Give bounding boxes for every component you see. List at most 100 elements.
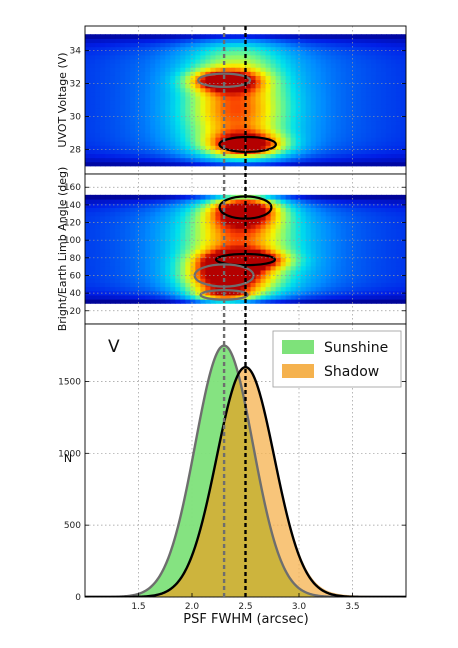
- voltage-heatmap-cell: [395, 38, 402, 44]
- limb-angle-heatmap-cell: [255, 286, 262, 292]
- voltage-heatmap-cell: [255, 157, 262, 163]
- voltage-heatmap-cell: [125, 54, 131, 60]
- limb-angle-heatmap-cell: [190, 236, 196, 242]
- voltage-heatmap-cell: [265, 153, 272, 159]
- voltage-heatmap-cell: [330, 63, 337, 68]
- voltage-heatmap-cell: [180, 75, 186, 81]
- limb-angle-heatmap-cell: [400, 232, 406, 238]
- voltage-heatmap-cell: [165, 149, 171, 155]
- limb-angle-heatmap-cell: [380, 269, 387, 275]
- voltage-heatmap-cell: [120, 161, 126, 167]
- limb-angle-heatmap-cell: [150, 240, 156, 246]
- limb-angle-heatmap-cell: [130, 290, 136, 296]
- limb-angle-heatmap-cell: [200, 224, 206, 229]
- voltage-heatmap-cell: [205, 161, 211, 167]
- limb-angle-heatmap-cell: [130, 228, 136, 233]
- voltage-heatmap-cell: [85, 46, 91, 52]
- voltage-heatmap-cell: [320, 58, 327, 64]
- voltage-heatmap-cell: [255, 153, 262, 159]
- voltage-heatmap-cell: [155, 128, 161, 134]
- limb-angle-heatmap-cell: [180, 240, 186, 246]
- voltage-heatmap-cell: [225, 141, 232, 146]
- voltage-heatmap-cell: [225, 54, 232, 60]
- voltage-heatmap-cell: [115, 120, 121, 126]
- voltage-heatmap-cell: [200, 128, 206, 134]
- limb-angle-heatmap-cell: [160, 282, 166, 288]
- voltage-heatmap-cell: [105, 63, 111, 68]
- voltage-heatmap-cell: [175, 67, 181, 72]
- voltage-heatmap-cell: [245, 116, 252, 122]
- voltage-heatmap-cell: [325, 145, 332, 150]
- voltage-heatmap-cell: [290, 79, 297, 85]
- voltage-heatmap-cell: [370, 91, 377, 97]
- limb-angle-heatmap-cell: [345, 269, 352, 275]
- voltage-heatmap-cell: [155, 79, 161, 85]
- limb-angle-heatmap-cell: [370, 278, 377, 283]
- limb-angle-heatmap-cell: [355, 294, 362, 300]
- limb-angle-heatmap-cell: [315, 299, 322, 304]
- voltage-heatmap-cell: [315, 71, 322, 76]
- voltage-heatmap-cell: [365, 153, 372, 159]
- limb-angle-heatmap-cell: [270, 282, 277, 288]
- limb-angle-heatmap-cell: [265, 274, 272, 279]
- limb-angle-heatmap-cell: [295, 203, 302, 208]
- voltage-heatmap-cell: [160, 120, 166, 126]
- voltage-heatmap-cell: [300, 141, 307, 146]
- limb-angle-heatmap-cell: [175, 286, 181, 292]
- voltage-heatmap-cell: [225, 145, 232, 150]
- limb-angle-heatmap-cell: [85, 274, 91, 279]
- limb-angle-heatmap-cell: [270, 257, 277, 263]
- voltage-heatmap-cell: [190, 157, 196, 163]
- voltage-heatmap-cell: [265, 38, 272, 44]
- limb-angle-heatmap-cell: [285, 228, 292, 233]
- limb-angle-heatmap-cell: [345, 232, 352, 238]
- limb-angle-heatmap-cell: [315, 240, 322, 246]
- voltage-heatmap-cell: [180, 141, 186, 146]
- limb-angle-heatmap-cell: [390, 265, 397, 271]
- limb-angle-heatmap-cell: [135, 211, 141, 217]
- voltage-heatmap-cell: [130, 38, 136, 44]
- limb-angle-heatmap-cell: [160, 207, 166, 213]
- limb-angle-heatmap-cell: [355, 211, 362, 217]
- voltage-heatmap-cell: [365, 120, 372, 126]
- voltage-heatmap-cell: [155, 100, 161, 105]
- voltage-heatmap-cell: [225, 124, 232, 130]
- limb-angle-heatmap-cell: [390, 224, 397, 229]
- limb-angle-heatmap-cell: [325, 207, 332, 213]
- limb-angle-heatmap-cell: [120, 282, 126, 288]
- voltage-heatmap-cell: [215, 112, 222, 118]
- voltage-heatmap-cell: [205, 46, 211, 52]
- limb-angle-heatmap-cell: [325, 203, 332, 208]
- voltage-heatmap-cell: [270, 95, 277, 101]
- limb-angle-heatmap-cell: [340, 290, 347, 296]
- voltage-heatmap-cell: [260, 120, 267, 126]
- voltage-heatmap-cell: [390, 38, 397, 44]
- voltage-heatmap-cell: [120, 38, 126, 44]
- voltage-heatmap-cell: [220, 112, 227, 118]
- voltage-heatmap-cell: [140, 112, 146, 118]
- voltage-heatmap-cell: [255, 100, 262, 105]
- voltage-heatmap-cell: [125, 137, 131, 142]
- voltage-heatmap-cell: [245, 50, 252, 56]
- voltage-heatmap-cell: [170, 153, 176, 159]
- voltage-y-tick-label: 30: [70, 112, 82, 122]
- voltage-heatmap-cell: [240, 63, 247, 68]
- voltage-heatmap-cell: [370, 137, 377, 142]
- voltage-heatmap-cell: [245, 153, 252, 159]
- limb-angle-heatmap-cell: [135, 249, 141, 254]
- voltage-heatmap-cell: [215, 42, 222, 48]
- voltage-heatmap-cell: [380, 91, 387, 97]
- voltage-heatmap-cell: [290, 34, 297, 39]
- limb-angle-heatmap-cell: [90, 269, 96, 275]
- limb-angle-heatmap-cell: [130, 257, 136, 263]
- limb-angle-heatmap-cell: [120, 240, 126, 246]
- voltage-heatmap-cell: [110, 145, 116, 150]
- limb-angle-heatmap-cell: [160, 257, 166, 263]
- voltage-heatmap-cell: [90, 34, 96, 39]
- voltage-heatmap-cell: [200, 108, 206, 113]
- limb-angle-heatmap-cell: [355, 228, 362, 233]
- limb-angle-heatmap-cell: [290, 257, 297, 263]
- voltage-heatmap-cell: [345, 137, 352, 142]
- limb-angle-heatmap-cell: [270, 211, 277, 217]
- voltage-heatmap-cell: [215, 141, 222, 146]
